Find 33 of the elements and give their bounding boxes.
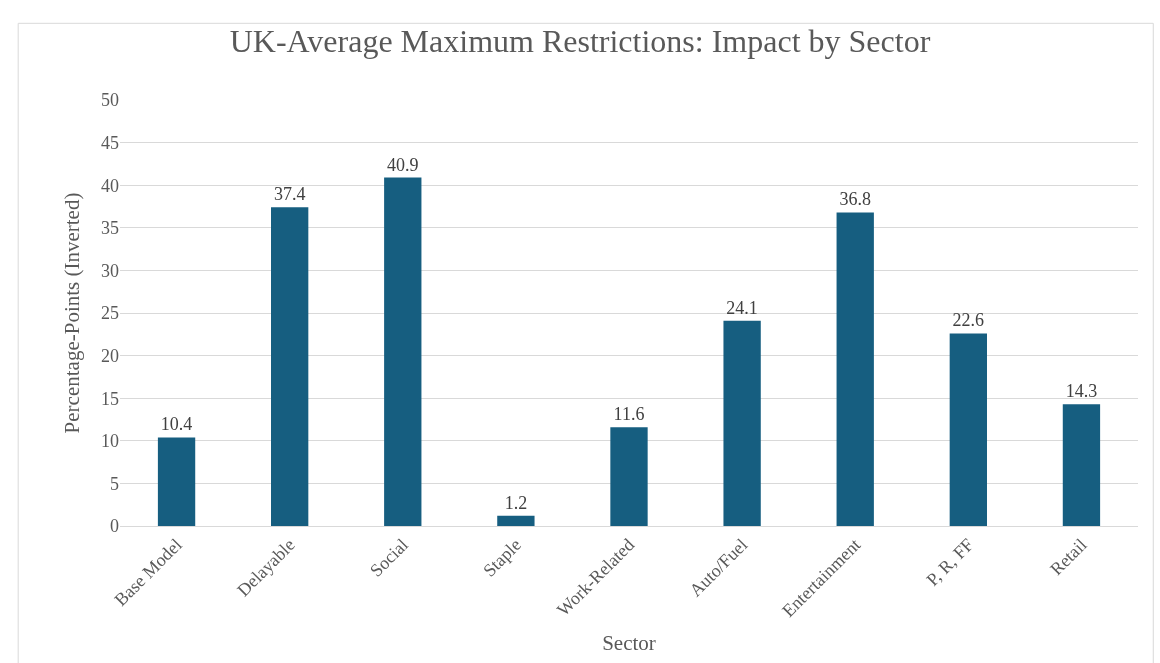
- data-label: 1.2: [504, 492, 528, 513]
- bar: [610, 427, 648, 526]
- y-tick-label: 45: [101, 132, 119, 153]
- data-label: 14.3: [1065, 381, 1098, 402]
- y-tick-label: 5: [110, 473, 119, 494]
- data-label: 22.6: [952, 310, 985, 331]
- y-tick-label: 10: [101, 431, 119, 452]
- bar: [271, 207, 309, 526]
- y-axis-title: Percentage-Points (Inverted): [60, 192, 85, 434]
- bar: [157, 437, 196, 526]
- data-label: 40.9: [387, 154, 419, 175]
- bar: [949, 333, 987, 526]
- data-label: 37.4: [273, 184, 306, 205]
- y-tick-label: 40: [101, 175, 119, 196]
- y-tick-label: 0: [110, 516, 119, 537]
- data-label: 24.1: [726, 297, 758, 318]
- y-tick-label: 20: [101, 345, 119, 366]
- bar: [384, 177, 422, 526]
- y-tick-label: 50: [101, 90, 119, 111]
- data-label: 11.6: [613, 404, 645, 425]
- bar: [1062, 404, 1101, 526]
- bar: [497, 515, 535, 526]
- y-tick-label: 25: [101, 303, 119, 324]
- x-tick-label: P, R, FF: [922, 534, 978, 590]
- bar: [836, 212, 874, 526]
- bar: [723, 320, 761, 526]
- x-axis-title: Sector: [602, 631, 656, 656]
- data-label: 36.8: [839, 189, 871, 210]
- chart-title: UK-Average Maximum Restrictions: Impact by Sector: [229, 23, 931, 60]
- y-tick-label: 15: [101, 388, 119, 409]
- data-label: 10.4: [160, 414, 193, 435]
- y-tick-label: 30: [101, 260, 119, 281]
- y-tick-label: 35: [101, 218, 119, 239]
